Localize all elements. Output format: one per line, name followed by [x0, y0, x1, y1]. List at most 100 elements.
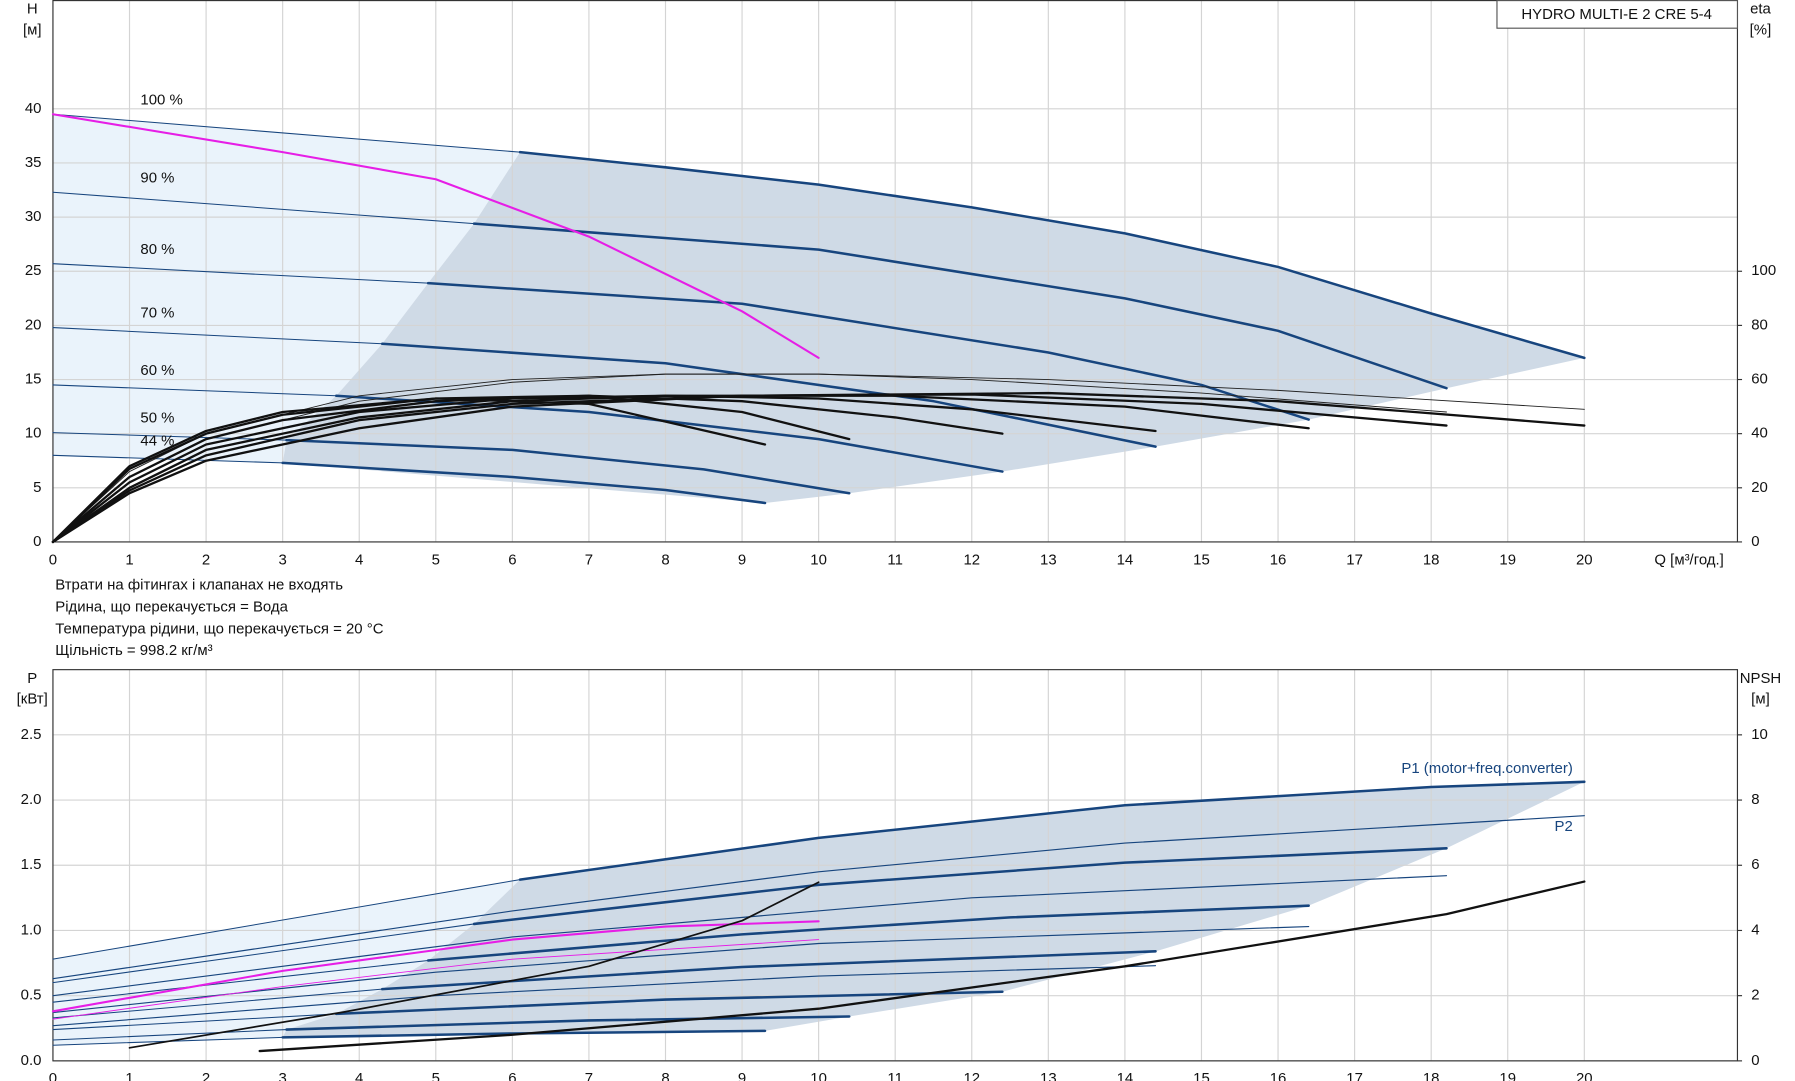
curve-label: P1 (motor+freq.converter)	[1401, 760, 1572, 777]
y-tick-label: 35	[25, 154, 42, 171]
x-tick-label: 15	[1193, 551, 1210, 568]
speed-curve-extended	[52, 432, 288, 441]
chart-title: HYDRO MULTI-E 2 CRE 5-4	[1521, 6, 1712, 23]
speed-curve-extended	[52, 113, 521, 153]
y-axis-label: P	[27, 670, 37, 687]
speed-curve-extended	[52, 923, 475, 984]
title-box	[1496, 0, 1739, 29]
y-tick-label: 20	[25, 316, 42, 333]
y2-axis-label: eta	[1750, 1, 1771, 18]
y2-tick-label: 0	[1751, 1052, 1759, 1069]
x-tick-label: 17	[1346, 1070, 1363, 1081]
x-tick-label: 5	[432, 551, 440, 568]
extended-range-area	[52, 879, 521, 1046]
x-tick-label: 20	[1576, 551, 1593, 568]
x-tick-label: 6	[508, 551, 516, 568]
x-tick-label: 1	[125, 551, 133, 568]
curve	[51, 393, 1448, 544]
note: Щільність = 998.2 кг/м³	[55, 642, 212, 659]
x-tick-label: 6	[508, 1070, 516, 1081]
y2-tick-label: 100	[1751, 262, 1776, 279]
curve-label: 100 %	[140, 91, 182, 108]
x-tick-label: 20	[1576, 1070, 1593, 1081]
y-tick-label: 5	[33, 479, 41, 496]
speed-curve	[518, 780, 1586, 881]
x-tick-label: 10	[810, 551, 827, 568]
x-tick-label: 0	[49, 551, 57, 568]
speed-curve-extended	[52, 384, 337, 397]
speed-curve	[518, 150, 1586, 360]
y2-tick-label: 4	[1751, 921, 1759, 938]
operating-area	[282, 781, 1585, 1038]
x-tick-label: 10	[810, 1070, 827, 1081]
y2-tick-label: 0	[1751, 533, 1759, 550]
plot: 0 1 2 3 4 5 6 7 8 9 10 11 12 13 14 15 16 17 18 19 200.00.51.…	[17, 669, 1782, 1081]
speed-curve	[285, 1015, 851, 1031]
curve	[51, 920, 820, 1013]
x-tick-label: 13	[1040, 551, 1057, 568]
x-axis-label: Q [м³/год.]	[1654, 551, 1723, 568]
curve	[51, 397, 767, 544]
x-tick-label: 8	[661, 551, 669, 568]
y-tick-label: 1.5	[21, 856, 42, 873]
curve	[52, 373, 1447, 543]
x-tick-label: 14	[1117, 551, 1134, 568]
speed-curve-extended	[52, 1013, 337, 1031]
speed-curve	[380, 342, 1157, 448]
speed-curve	[472, 847, 1448, 926]
curve	[258, 880, 1586, 1053]
speed-curve-extended	[52, 327, 383, 345]
x-tick-label: 17	[1346, 551, 1363, 568]
x-tick-label: 12	[963, 551, 980, 568]
plot-frame	[52, 669, 1739, 1062]
note: Рідина, що перекачується = Вода	[55, 598, 288, 615]
x-tick-label: 12	[963, 1070, 980, 1081]
y2-axis-label: NPSH	[1740, 670, 1782, 687]
x-tick-label: 9	[738, 551, 746, 568]
y2-tick-label: 2	[1751, 987, 1759, 1004]
y2-tick-label: 60	[1751, 370, 1768, 387]
speed-curve-extended	[52, 263, 429, 284]
y-tick-label: 1.0	[21, 921, 42, 938]
y-axis-unit: [кВт]	[17, 691, 48, 708]
y-tick-label: 30	[25, 208, 42, 225]
x-tick-label: 8	[661, 1070, 669, 1081]
y-tick-label: 2.5	[21, 726, 42, 743]
y2-tick-label: 80	[1751, 316, 1768, 333]
x-tick-label: 16	[1270, 551, 1287, 568]
y-tick-label: 0	[33, 533, 41, 550]
y-tick-label: 0.5	[21, 987, 42, 1004]
speed-curve	[426, 281, 1310, 421]
x-tick-label: 9	[738, 1070, 746, 1081]
speed-curve	[334, 990, 1004, 1016]
curve-label: P2	[1555, 818, 1573, 835]
x-tick-label: 18	[1423, 551, 1440, 568]
y-tick-label: 10	[25, 425, 42, 442]
x-tick-label: 2	[202, 1070, 210, 1081]
y-tick-label: 25	[25, 262, 42, 279]
x-tick-label: 5	[432, 1070, 440, 1081]
y-tick-label: 0.0	[21, 1052, 42, 1069]
note: Втрати на фітингах і клапанах не входять	[55, 577, 343, 594]
speed-curve-extended	[52, 879, 521, 960]
curve	[51, 391, 1586, 544]
x-tick-label: 16	[1270, 1070, 1287, 1081]
y2-axis-unit: [%]	[1750, 21, 1772, 38]
x-tick-label: 18	[1423, 1070, 1440, 1081]
x-tick-label: 4	[355, 551, 363, 568]
plot: 0 1 2 3 4 5 6 7 8 9 10 11 12 13 14 15 16 17 18 19 2005101520…	[23, 0, 1776, 568]
x-tick-label: 19	[1499, 1070, 1516, 1081]
plot-frame	[52, 0, 1739, 543]
curve	[52, 815, 1585, 980]
curve	[52, 965, 1157, 1027]
x-tick-label: 11	[887, 551, 903, 568]
y2-tick-label: 6	[1751, 856, 1759, 873]
curve-label: 60 %	[140, 362, 174, 379]
curve	[52, 875, 1448, 997]
x-tick-label: 19	[1499, 551, 1516, 568]
curve	[51, 394, 1004, 544]
curve-label: 70 %	[140, 305, 174, 322]
y-tick-label: 2.0	[21, 791, 42, 808]
curve-label: 50 %	[140, 410, 174, 427]
